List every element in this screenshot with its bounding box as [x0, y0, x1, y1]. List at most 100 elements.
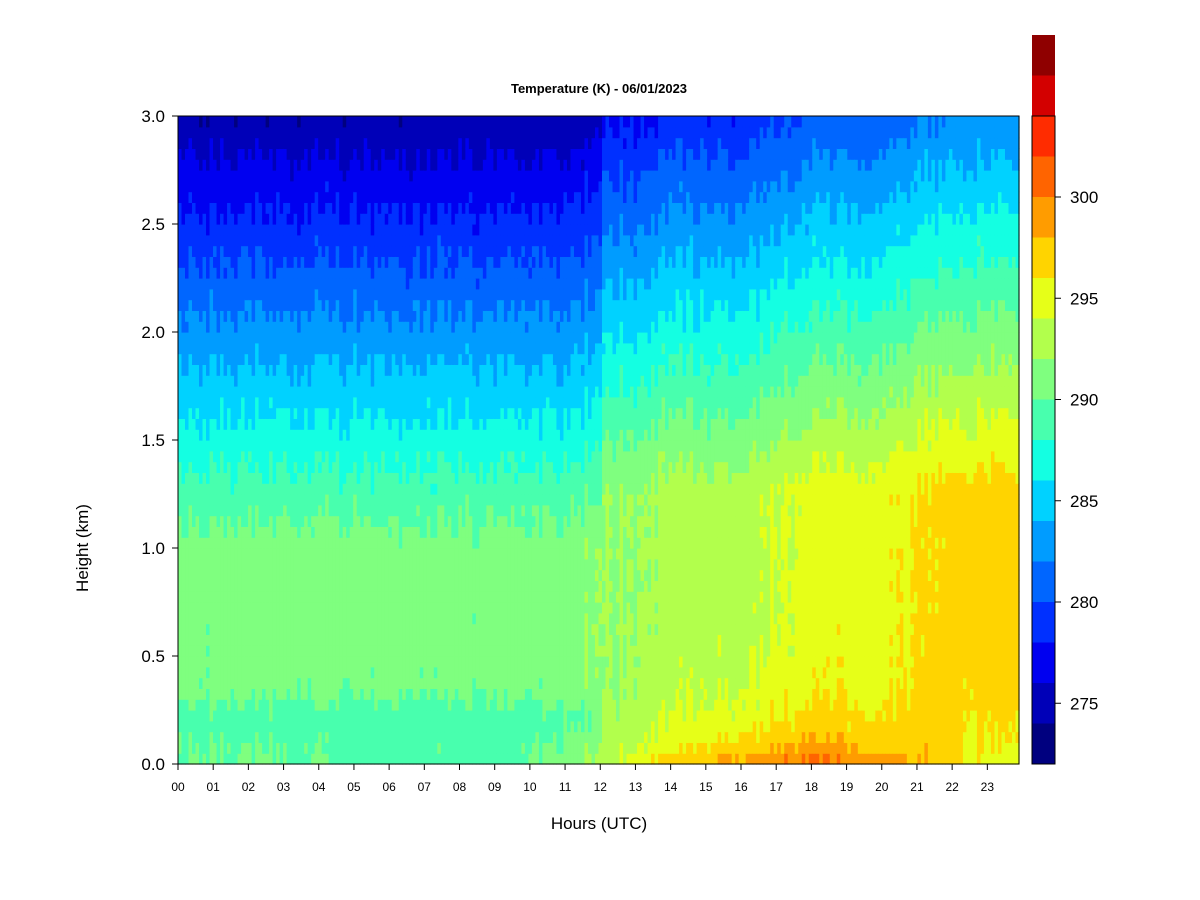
heatmap-cell — [437, 656, 442, 668]
heatmap-cell — [353, 116, 358, 128]
heatmap-cell — [461, 742, 466, 754]
heatmap-cell — [220, 494, 225, 506]
heatmap-cell — [195, 558, 200, 571]
heatmap-cell — [465, 677, 470, 689]
heatmap-cell — [342, 634, 347, 646]
heatmap-cell — [447, 440, 452, 452]
heatmap-cell — [272, 666, 277, 679]
heatmap-cell — [332, 472, 337, 484]
heatmap-cell — [262, 213, 267, 225]
heatmap-cell — [377, 256, 382, 268]
heatmap-cell — [426, 450, 431, 463]
heatmap-cell — [262, 450, 267, 463]
heatmap-cell — [346, 440, 351, 452]
heatmap-cell — [248, 548, 253, 560]
heatmap-cell — [384, 515, 389, 527]
heatmap-cell — [465, 623, 470, 635]
heatmap-cell — [290, 342, 295, 355]
heatmap-cell — [440, 731, 445, 743]
heatmap-cell — [447, 645, 452, 657]
heatmap-cell — [181, 720, 186, 733]
heatmap-cell — [290, 602, 295, 614]
heatmap-cell — [377, 537, 382, 549]
heatmap-cell — [227, 213, 232, 225]
heatmap-cell — [409, 494, 414, 506]
heatmap-cell — [304, 288, 309, 301]
heatmap-cell — [363, 483, 368, 495]
heatmap-cell — [311, 213, 316, 225]
heatmap-cell — [276, 375, 281, 387]
heatmap-cell — [272, 623, 277, 635]
heatmap-cell — [363, 623, 368, 635]
heatmap-cell — [391, 375, 396, 387]
heatmap-cell — [405, 472, 410, 484]
heatmap-cell — [272, 407, 277, 419]
heatmap-cell — [241, 353, 246, 365]
heatmap-cell — [339, 526, 344, 538]
heatmap-cell — [388, 602, 393, 614]
heatmap-cell — [265, 299, 270, 311]
heatmap-cell — [220, 515, 225, 527]
heatmap-cell — [251, 245, 256, 257]
heatmap-cell — [258, 137, 263, 149]
heatmap-cell — [227, 494, 232, 506]
heatmap-cell — [237, 332, 242, 344]
heatmap-cell — [199, 407, 204, 419]
heatmap-cell — [339, 170, 344, 182]
heatmap-cell — [465, 332, 470, 344]
heatmap-cell — [304, 710, 309, 722]
heatmap-cell — [342, 429, 347, 441]
heatmap-cell — [395, 569, 400, 581]
heatmap-cell — [349, 137, 354, 149]
heatmap-cell — [220, 126, 225, 139]
heatmap-cell — [423, 353, 428, 365]
heatmap-cell — [290, 731, 295, 743]
heatmap-cell — [178, 537, 183, 549]
heatmap-cell — [269, 580, 274, 592]
heatmap-cell — [349, 450, 354, 463]
heatmap-cell — [388, 483, 393, 495]
heatmap-cell — [314, 602, 319, 614]
heatmap-cell — [216, 515, 221, 527]
heatmap-cell — [409, 180, 414, 193]
heatmap-cell — [353, 753, 358, 765]
heatmap-cell — [423, 407, 428, 419]
heatmap-cell — [353, 180, 358, 193]
heatmap-cell — [335, 418, 340, 430]
heatmap-cell — [241, 515, 246, 527]
heatmap-cell — [342, 602, 347, 614]
heatmap-cell — [181, 256, 186, 268]
heatmap-cell — [213, 310, 218, 322]
heatmap-cell — [360, 461, 365, 473]
heatmap-cell — [192, 234, 197, 247]
heatmap-cell — [209, 720, 214, 733]
heatmap-cell — [402, 753, 407, 765]
heatmap-cell — [181, 159, 186, 171]
heatmap-cell — [454, 494, 459, 506]
heatmap-cell — [276, 645, 281, 657]
heatmap-cell — [241, 180, 246, 193]
heatmap-cell — [258, 159, 263, 171]
heatmap-cell — [363, 429, 368, 441]
heatmap-cell — [398, 645, 403, 657]
heatmap-cell — [370, 375, 375, 387]
heatmap-cell — [447, 526, 452, 538]
heatmap-cell — [353, 126, 358, 139]
heatmap-cell — [195, 699, 200, 711]
heatmap-cell — [255, 353, 260, 365]
heatmap-cell — [377, 429, 382, 441]
heatmap-cell — [444, 569, 449, 581]
heatmap-cell — [202, 288, 207, 301]
heatmap-cell — [342, 504, 347, 517]
heatmap-cell — [199, 742, 204, 754]
heatmap-cell — [433, 353, 438, 365]
heatmap-cell — [402, 159, 407, 171]
heatmap-cell — [262, 731, 267, 743]
heatmap-cell — [272, 116, 277, 128]
heatmap-cell — [433, 386, 438, 398]
heatmap-cell — [395, 753, 400, 765]
heatmap-cell — [447, 202, 452, 214]
heatmap-cell — [244, 623, 249, 635]
heatmap-cell — [444, 299, 449, 311]
heatmap-cell — [356, 126, 361, 139]
